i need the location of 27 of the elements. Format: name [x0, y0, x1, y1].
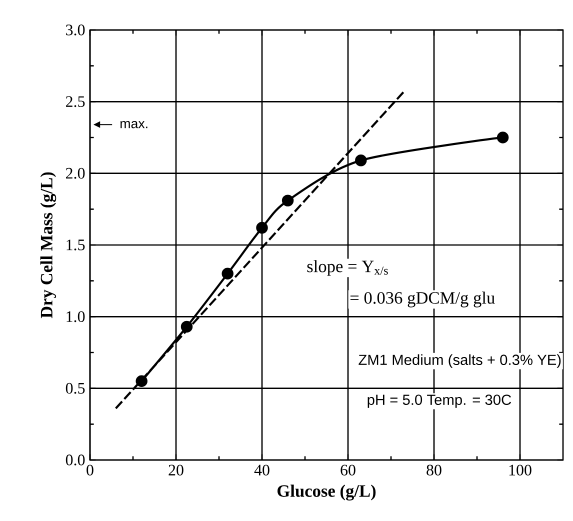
x-tick-label: 20 — [168, 464, 184, 476]
point — [282, 194, 294, 206]
x-tick-label: 0 — [86, 464, 94, 476]
annotation: slope = Y$_{x/s}$ — [307, 260, 388, 276]
x-tick-label: 80 — [426, 464, 442, 476]
y-tick-label: 1.5 — [66, 240, 85, 250]
point — [496, 132, 509, 144]
x-tick-label: 60 — [340, 464, 356, 476]
x-tick-label: 100 — [509, 464, 532, 476]
point — [256, 222, 268, 234]
y-tick-label: 0.5 — [66, 382, 85, 394]
annotation: max. — [120, 120, 148, 128]
annotation: ZM1 Medium (salts + 0.3% YE) — [358, 354, 561, 368]
point — [355, 154, 367, 166]
annotation: pH = 5.0 Temp. = 30C — [368, 394, 512, 408]
y-tick-label: 1.0 — [66, 311, 85, 322]
x-axis-title: Glucose (g/L) — [278, 484, 376, 501]
point — [136, 375, 148, 388]
x-tick-label: 40 — [254, 464, 270, 476]
y-tick-label: 2.5 — [66, 96, 85, 108]
annotation: = 0.036 gDCM/g glu — [350, 292, 495, 308]
y-tick-label: 0.0 — [66, 454, 85, 466]
point — [180, 320, 193, 333]
point — [222, 268, 234, 280]
y-tick-label: 2.0 — [66, 168, 85, 179]
y-axis-title: Dry Cell Mass (g/L) — [40, 172, 56, 318]
y-tick-label: 3.0 — [66, 24, 85, 36]
